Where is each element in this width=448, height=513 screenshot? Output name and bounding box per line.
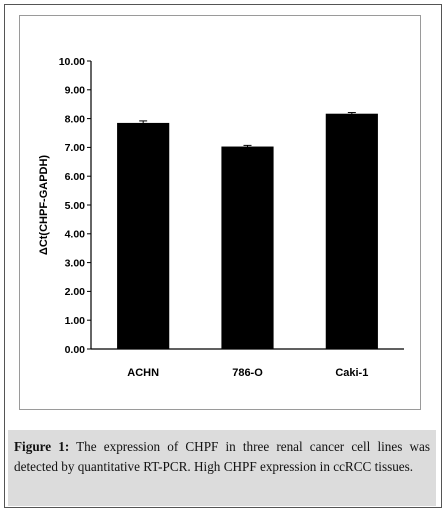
y-axis-ticks: 0.00 1.00 2.00 3.00 4.00 5.00 6.00 7.00 8.00 9.00… [59, 56, 91, 356]
x-tick-label: Caki-1 [335, 367, 368, 379]
bar-786-o [221, 146, 274, 349]
y-tick-label: 5.00 [65, 200, 86, 212]
figure-caption: Figure 1: The expression of CHPF in thre… [14, 437, 430, 477]
y-tick-label: 10.00 [59, 56, 85, 68]
y-axis-label: ΔCt(CHPF-GAPDH) [38, 155, 50, 256]
caption-text: The expression of CHPF in three renal ca… [14, 439, 431, 474]
y-tick-label: 6.00 [65, 171, 86, 183]
bar-caki-1 [325, 113, 378, 349]
y-tick-label: 2.00 [65, 286, 86, 298]
x-axis-labels: ACHN 786-O Caki-1 [127, 367, 368, 379]
caption-label: Figure 1: [14, 439, 70, 454]
y-tick-label: 3.00 [65, 257, 86, 269]
bar-achn [117, 122, 170, 349]
y-tick-label: 0.00 [65, 344, 86, 356]
bars [117, 112, 378, 349]
y-tick-label: 4.00 [65, 229, 86, 241]
y-tick-label: 7.00 [65, 142, 86, 154]
x-tick-label: 786-O [232, 367, 263, 379]
y-tick-label: 8.00 [65, 113, 86, 125]
bar-chart: ΔCt(CHPF-GAPDH) 0.00 1.00 2.00 3.00 4.00 5.00… [38, 56, 404, 379]
x-tick-label: ACHN [127, 367, 159, 379]
y-tick-label: 9.00 [65, 85, 86, 97]
y-tick-label: 1.00 [65, 315, 86, 327]
caption-box: Figure 1: The expression of CHPF in thre… [8, 430, 436, 506]
